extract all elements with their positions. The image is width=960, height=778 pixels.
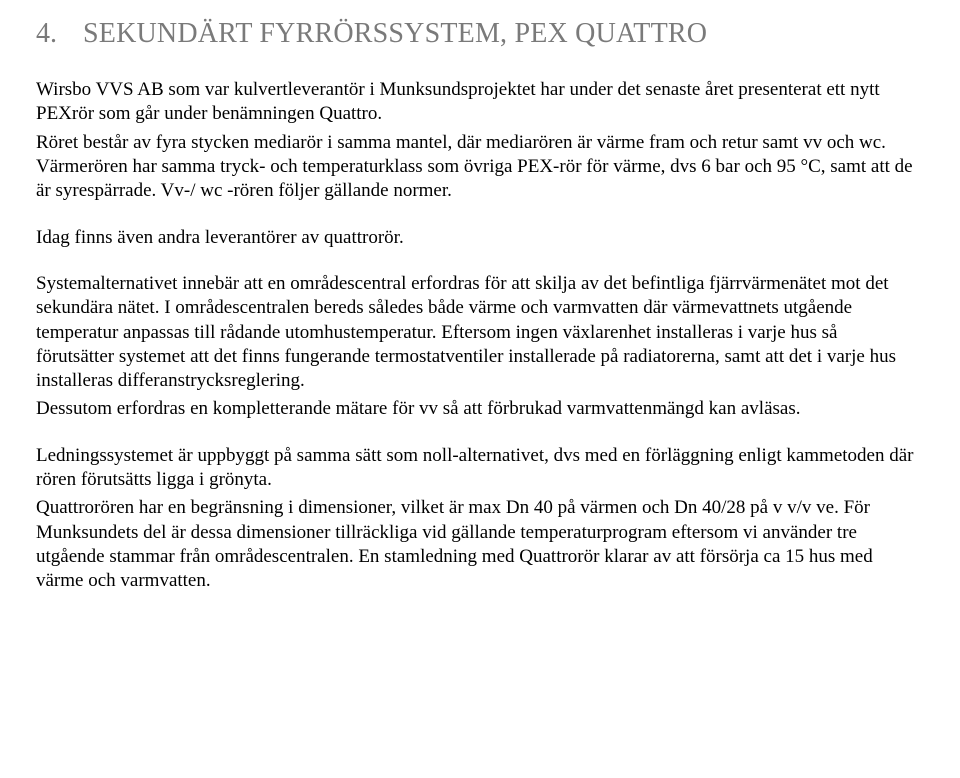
section-number: 4. — [36, 18, 57, 49]
paragraph-4: Systemalternativet innebär att en område… — [36, 272, 920, 394]
paragraph-1: Wirsbo VVS AB som var kulvertleverantör … — [36, 78, 920, 127]
paragraph-5: Dessutom erfordras en kompletterande mät… — [36, 397, 920, 421]
paragraph-7: Quattrorören har en begränsning i dimens… — [36, 496, 920, 593]
section-heading: 4. SEKUNDÄRT FYRRÖRSSYSTEM, PEX QUATTRO — [36, 18, 920, 50]
paragraph-6: Ledningssystemet är uppbyggt på samma sä… — [36, 444, 920, 493]
section-title: SEKUNDÄRT FYRRÖRSSYSTEM, PEX QUATTRO — [83, 18, 707, 49]
paragraph-3: Idag finns även andra leverantörer av qu… — [36, 226, 920, 250]
paragraph-2: Röret består av fyra stycken mediarör i … — [36, 131, 920, 204]
document-page: 4. SEKUNDÄRT FYRRÖRSSYSTEM, PEX QUATTRO … — [0, 0, 960, 636]
